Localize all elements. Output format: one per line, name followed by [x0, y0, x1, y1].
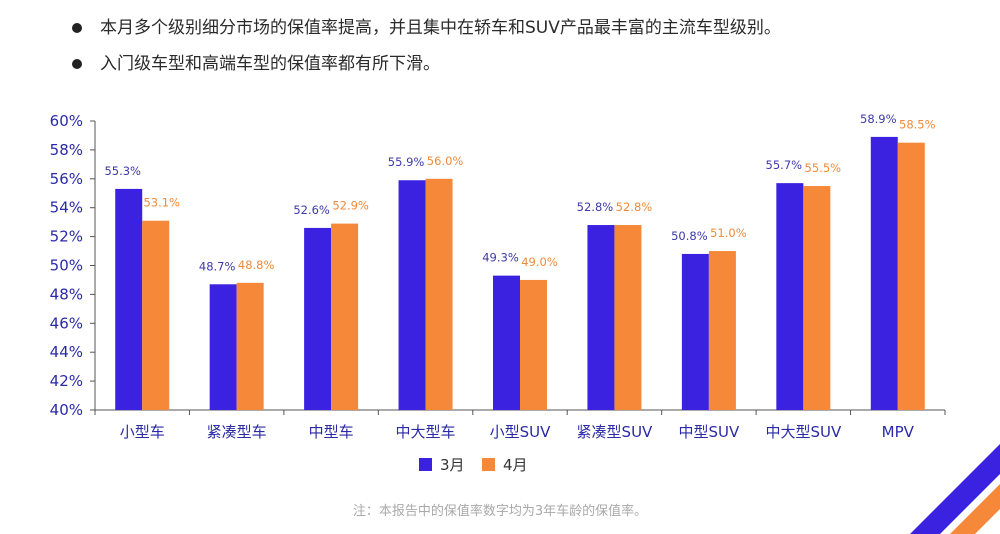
bullet-item: 入门级车型和高端车型的保值率都有所下滑。 [70, 46, 970, 82]
data-label-march: 55.7% [766, 158, 803, 172]
bar-march [870, 136, 898, 410]
y-tick-label: 44% [50, 343, 83, 361]
x-tick-label: 中大型SUV [765, 423, 842, 441]
data-label-march: 48.7% [199, 259, 236, 273]
data-label-march: 55.9% [388, 155, 425, 169]
bar-march [776, 183, 804, 410]
bar-march [115, 188, 143, 410]
data-label-march: 58.9% [860, 112, 897, 126]
bar-march [493, 275, 520, 410]
corner-decoration [910, 444, 1000, 534]
bar-april [897, 142, 925, 411]
data-label-march: 55.3% [104, 164, 141, 178]
data-label-march: 50.8% [671, 229, 708, 243]
data-label-april: 51.0% [710, 226, 747, 240]
bullet-dot-icon [72, 59, 82, 69]
data-label-march: 52.8% [577, 200, 614, 214]
bar-march [681, 253, 709, 410]
legend-swatch-march [419, 458, 432, 471]
data-label-april: 48.8% [238, 258, 275, 272]
footnote: 注：本报告中的保值率数字均为3年车龄的保值率。 [352, 504, 648, 519]
data-label-april: 52.9% [332, 199, 369, 213]
data-label-april: 53.1% [143, 196, 180, 210]
x-tick-label: MPV [882, 423, 915, 441]
x-tick-label: 紧凑型SUV [577, 423, 654, 441]
y-tick-label: 50% [50, 257, 83, 275]
legend-swatch-april [482, 458, 495, 471]
bar-april [331, 223, 359, 410]
bar-march [304, 227, 332, 410]
bullet-dot-icon [72, 23, 82, 33]
legend-label-april: 4月 [503, 456, 528, 474]
bar-april [803, 186, 831, 410]
bar-april [236, 282, 264, 410]
bar-march [587, 225, 615, 410]
x-tick-label: 中型车 [309, 423, 354, 441]
data-label-april: 58.5% [899, 118, 936, 132]
y-tick-label: 54% [50, 199, 83, 217]
bar-march [398, 180, 426, 410]
y-tick-label: 48% [50, 285, 83, 303]
bar-april [708, 251, 736, 410]
bullet-text: 本月多个级别细分市场的保值率提高，并且集中在轿车和SUV产品最丰富的主流车型级别… [100, 18, 781, 38]
x-tick-label: 小型车 [120, 423, 165, 441]
x-tick-label: 小型SUV [490, 423, 552, 441]
x-tick-label: 中大型车 [396, 423, 456, 441]
data-label-april: 56.0% [427, 154, 464, 168]
y-tick-label: 56% [50, 170, 83, 188]
data-label-april: 55.5% [805, 161, 842, 175]
bullet-list: 本月多个级别细分市场的保值率提高，并且集中在轿车和SUV产品最丰富的主流车型级别… [70, 10, 970, 82]
y-tick-label: 52% [50, 228, 83, 246]
y-tick-label: 60% [50, 112, 83, 130]
data-label-april: 49.0% [521, 255, 558, 269]
bar-april [520, 279, 547, 410]
bar-april [142, 220, 170, 410]
data-label-march: 52.6% [293, 203, 330, 217]
bar-april [425, 178, 453, 410]
y-tick-label: 58% [50, 141, 83, 159]
y-tick-label: 40% [50, 401, 83, 419]
bullet-text: 入门级车型和高端车型的保值率都有所下滑。 [100, 54, 440, 74]
data-label-march: 49.3% [482, 251, 519, 265]
bar-april [614, 225, 642, 410]
x-tick-label: 紧凑型车 [207, 423, 267, 441]
legend-label-march: 3月 [440, 456, 465, 474]
bullet-item: 本月多个级别细分市场的保值率提高，并且集中在轿车和SUV产品最丰富的主流车型级别… [70, 10, 970, 46]
data-label-april: 52.8% [616, 200, 653, 214]
x-tick-label: 中型SUV [679, 423, 741, 441]
bar-march [209, 284, 237, 410]
y-tick-label: 42% [50, 372, 83, 390]
y-tick-label: 46% [50, 314, 83, 332]
